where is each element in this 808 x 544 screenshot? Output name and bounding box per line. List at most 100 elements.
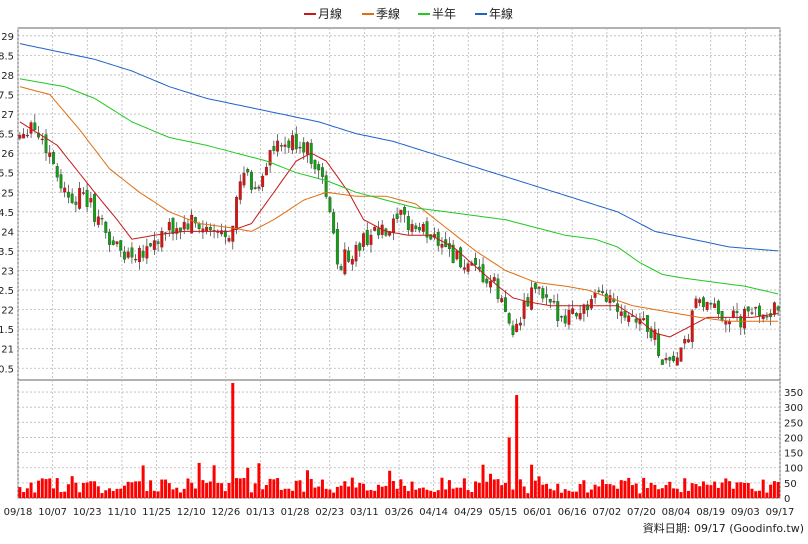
volume-bar xyxy=(545,483,549,498)
candle-body xyxy=(716,300,720,314)
volume-bar xyxy=(761,479,765,498)
candlestick xyxy=(713,297,717,308)
candlestick xyxy=(560,315,563,322)
volume-panel-frame xyxy=(17,379,781,499)
candlestick xyxy=(141,244,145,262)
candle-body xyxy=(552,301,556,303)
candle-body xyxy=(74,201,78,205)
candle-body xyxy=(608,295,612,304)
volume-bar xyxy=(765,492,769,498)
price-tick-label: 22 xyxy=(1,306,14,317)
price-tick-label: 28 xyxy=(1,71,14,82)
candle-body xyxy=(126,251,130,258)
candle-body xyxy=(201,228,205,233)
candlestick xyxy=(74,196,78,213)
volume-bar xyxy=(216,482,220,498)
volume-bar xyxy=(694,484,698,498)
candle-body xyxy=(701,297,705,308)
candlestick xyxy=(743,306,746,335)
date-x-axis: 09/18 10/07 10/23 11/10 11/25 12/10 12/26 01/13… xyxy=(4,507,795,518)
price-tick-label: 24 xyxy=(1,227,14,238)
candlestick xyxy=(399,209,403,223)
candle-body xyxy=(645,315,649,332)
volume-bar xyxy=(406,491,410,498)
volume-bar xyxy=(511,489,515,498)
candle-body xyxy=(414,225,418,230)
candle-body xyxy=(100,218,104,220)
candlestick xyxy=(616,295,619,319)
candlestick xyxy=(459,246,463,269)
volume-bar xyxy=(152,490,156,498)
candlestick xyxy=(421,221,425,235)
volume-bar xyxy=(574,491,578,498)
volume-bar xyxy=(253,483,257,498)
candlestick xyxy=(317,161,321,179)
candlestick xyxy=(302,137,306,160)
candle-body xyxy=(63,187,67,193)
volume-bar xyxy=(246,467,250,498)
candlestick xyxy=(63,181,67,198)
candlestick xyxy=(504,290,507,313)
volume-bar xyxy=(197,462,201,498)
candle-body xyxy=(731,310,735,319)
volume-bar xyxy=(713,481,717,498)
price-tick-label: 21.5 xyxy=(0,325,14,336)
volume-bar xyxy=(675,488,679,498)
candlestick xyxy=(511,320,515,338)
volume-bar xyxy=(122,485,126,498)
candle-body xyxy=(556,301,560,322)
candlestick xyxy=(556,293,560,328)
candlestick xyxy=(294,126,298,154)
volume-bar xyxy=(287,488,291,498)
volume-bar xyxy=(556,483,560,498)
candlestick xyxy=(339,263,343,272)
volume-bar xyxy=(208,481,212,498)
candlestick xyxy=(111,236,115,246)
candle-body xyxy=(518,322,522,326)
candlestick xyxy=(466,261,470,275)
candlestick xyxy=(627,312,631,327)
volume-bar xyxy=(309,478,313,498)
candle-body xyxy=(320,167,324,177)
candle-body xyxy=(560,316,563,318)
candlestick xyxy=(608,289,612,311)
volume-bar xyxy=(690,483,694,498)
candle-body xyxy=(440,243,444,248)
volume-bar xyxy=(388,470,392,498)
candle-body xyxy=(582,304,586,314)
volume-bar xyxy=(48,478,52,498)
candlestick xyxy=(776,305,780,316)
volume-bar xyxy=(376,484,380,498)
candle-body xyxy=(619,311,623,316)
candle-body xyxy=(141,250,145,258)
candlestick xyxy=(571,300,575,315)
candlestick xyxy=(660,359,664,365)
candlestick xyxy=(716,299,720,320)
volume-bar xyxy=(231,382,235,498)
candlestick xyxy=(208,223,212,237)
candle-body xyxy=(724,320,728,325)
candle-body xyxy=(429,234,433,240)
candlestick xyxy=(190,209,194,234)
candlestick xyxy=(89,192,93,208)
volume-bar xyxy=(623,480,627,498)
candlestick xyxy=(601,284,605,296)
volume-bar xyxy=(149,480,153,498)
candlestick xyxy=(18,132,22,141)
volume-bar xyxy=(395,488,399,498)
candle-body xyxy=(418,227,421,231)
volume-bar xyxy=(429,490,433,498)
volume-bar xyxy=(462,478,466,498)
date-tick-label: 07/20 xyxy=(627,507,656,518)
candle-body xyxy=(377,228,380,236)
candlestick xyxy=(264,162,268,176)
date-tick-label: 06/01 xyxy=(523,507,552,518)
volume-bar xyxy=(578,483,582,498)
volume-bar xyxy=(552,490,556,498)
candlestick xyxy=(414,222,418,232)
candlestick xyxy=(496,273,500,303)
candle-body xyxy=(660,359,664,365)
volume-tick-label: 350 xyxy=(784,388,803,399)
candlestick xyxy=(683,335,687,350)
candlestick xyxy=(541,285,545,303)
